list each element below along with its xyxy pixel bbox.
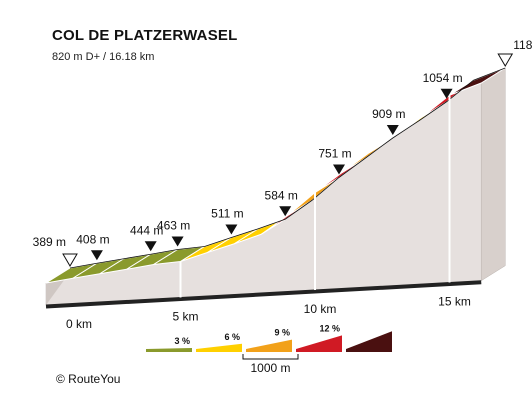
chart-title: COL DE PLATZERWASEL <box>52 27 238 44</box>
elevation-label: 1054 m <box>423 71 463 85</box>
scale-label: 1000 m <box>250 361 290 375</box>
legend-swatch <box>296 335 342 352</box>
elevation-label: 751 m <box>318 147 351 161</box>
legend-label: 3 % <box>174 336 190 346</box>
profile-baseline <box>45 280 482 309</box>
profile-end-face <box>480 67 506 282</box>
legend-swatch <box>196 343 242 352</box>
legend-label: 9 % <box>274 328 290 338</box>
gradient-legend: 3 % 6 % 9 % 12 % 1000 m <box>146 323 392 375</box>
elevation-label: 408 m <box>76 232 109 246</box>
profile-base <box>45 280 482 309</box>
legend-swatch <box>346 331 392 352</box>
km-marker-icon <box>171 236 184 247</box>
legend-swatch <box>246 339 292 352</box>
km-marker-icon <box>225 224 238 235</box>
km-label: 5 km <box>172 310 198 324</box>
elevation-label: 389 m <box>33 235 66 249</box>
copyright-notice: © RouteYou <box>56 372 121 386</box>
elevation-label: 909 m <box>372 107 405 121</box>
elevation-label: 444 m <box>130 223 163 237</box>
km-label: 10 km <box>304 302 337 316</box>
km-marker-icon <box>144 241 157 252</box>
km-marker-icon <box>440 88 453 99</box>
legend-label: 12 % <box>319 323 340 333</box>
km-label: 0 km <box>66 317 92 331</box>
elevation-label: 463 m <box>157 219 190 233</box>
distance-markers: 0 km 5 km 10 km 15 km <box>66 95 471 331</box>
scale-bar <box>242 354 299 360</box>
km-marker-icon <box>386 125 399 135</box>
km-marker-icon <box>279 206 292 217</box>
elevation-label: 1189 m <box>513 38 532 52</box>
km-label: 15 km <box>438 295 471 309</box>
elevation-label: 511 m <box>211 207 243 221</box>
legend-swatch <box>146 348 192 352</box>
km-marker-icon <box>333 164 345 175</box>
profile-ridge-line <box>69 67 506 269</box>
start-marker-icon <box>62 253 78 267</box>
profile-gradient-segments <box>45 67 506 284</box>
km-marker-icon <box>90 250 103 261</box>
chart-subtitle: 820 m D+ / 16.18 km <box>52 51 155 63</box>
legend-label: 6 % <box>224 332 240 342</box>
elevation-label: 584 m <box>265 188 298 202</box>
summit-marker-icon <box>497 53 514 67</box>
